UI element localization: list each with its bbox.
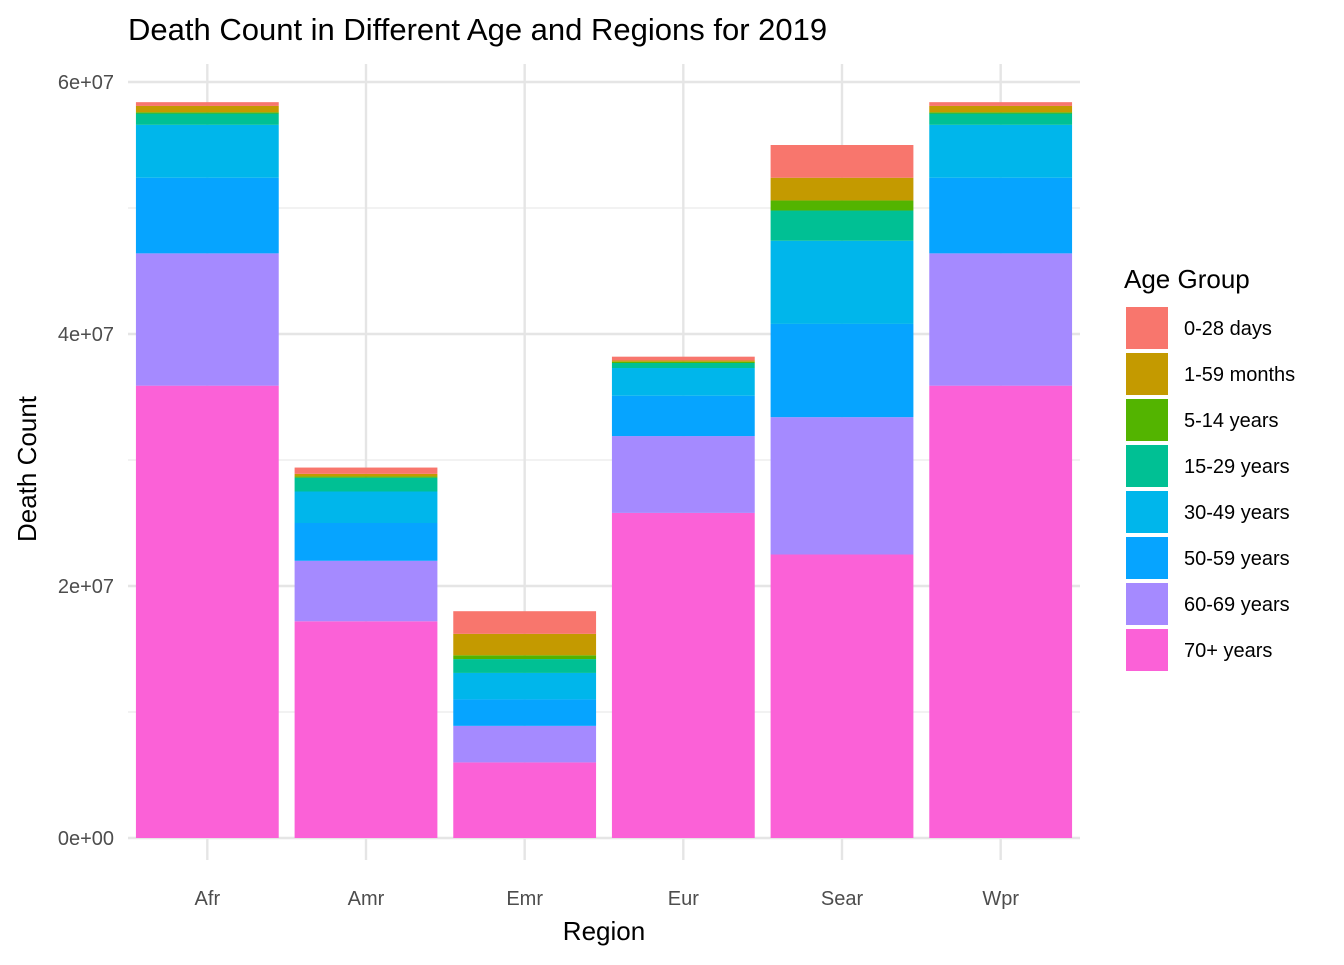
bar-segment [929,113,1073,125]
bar-segment [453,672,597,700]
bar-segment [770,200,914,211]
bar-segment [453,762,597,838]
bar-segment [611,395,755,437]
bar-segment [294,491,438,523]
bar-segment [611,436,755,513]
bar-segment [611,368,755,396]
legend-key [1126,307,1168,349]
bar-segment [611,356,755,361]
x-axis-title: Region [563,916,645,946]
bar-segment [929,385,1073,838]
legend-key [1126,583,1168,625]
bar-segment [135,112,279,114]
bar-segment [294,467,438,474]
bar-segment [135,105,279,113]
legend-label: 70+ years [1184,640,1272,662]
bar-segment [770,323,914,418]
legend: Age Group 0-28 days 1-59 months 5-14 years… [1124,264,1295,671]
bar-segment [135,102,279,106]
x-tick-label: Wpr [982,888,1019,910]
bar-segment [770,240,914,324]
legend-title: Age Group [1124,264,1250,294]
bar-segment [453,659,597,673]
bar-segment [929,177,1073,254]
bar-segment [453,633,597,656]
bar-segment [294,473,438,477]
bar-segment [770,177,914,201]
bar-segment [294,621,438,838]
legend-key [1126,399,1168,441]
legend-key [1126,629,1168,671]
bar-segment [453,611,597,634]
legend-label: 5-14 years [1184,410,1279,432]
bar-segment [135,113,279,125]
x-tick-label: Emr [506,888,543,910]
bar-segment [611,361,755,363]
legend-label: 50-59 years [1184,548,1290,570]
chart-title: Death Count in Different Age and Regions… [128,12,827,47]
bars-layer [135,102,1073,838]
legend-key [1126,445,1168,487]
legend-label: 1-59 months [1184,364,1295,386]
bar-segment [453,699,597,726]
bar-segment [929,105,1073,113]
y-tick-label: 4e+07 [58,324,114,346]
legend-key [1126,491,1168,533]
bar-segment [453,655,597,660]
x-tick-label: Eur [668,888,699,910]
bar-segment [135,385,279,838]
bar-segment [929,124,1073,178]
legend-label: 0-28 days [1184,318,1272,340]
bar-segment [294,560,438,622]
bar-segment [135,177,279,254]
bar-segment [294,523,438,561]
legend-key [1126,537,1168,579]
legend-label: 15-29 years [1184,456,1290,478]
bar-segment [453,725,597,763]
bar-segment [929,102,1073,106]
bar-segment [770,210,914,241]
x-tick-label: Sear [821,888,864,910]
bar-segment [611,360,755,362]
bar-segment [770,417,914,555]
legend-key [1126,353,1168,395]
y-tick-label: 2e+07 [58,576,114,598]
bar-segment [611,512,755,838]
y-axis-title: Death Count [12,395,42,542]
axis-layer: 0e+00 2e+07 4e+07 6e+07 Afr Amr Emr Eur Sear Wpr [58,72,1020,910]
bar-segment [929,253,1073,386]
bar-segment [770,145,914,178]
bar-segment [929,112,1073,114]
legend-label: 30-49 years [1184,502,1290,524]
x-tick-label: Afr [195,888,221,910]
bar-segment [135,253,279,386]
y-tick-label: 0e+00 [58,828,114,850]
bar-segment [135,124,279,178]
legend-label: 60-69 years [1184,594,1290,616]
y-tick-label: 6e+07 [58,72,114,94]
bar-segment [770,554,914,838]
bar-segment [611,362,755,369]
bar-segment [294,477,438,492]
bar-segment [294,476,438,478]
x-tick-label: Amr [348,888,385,910]
